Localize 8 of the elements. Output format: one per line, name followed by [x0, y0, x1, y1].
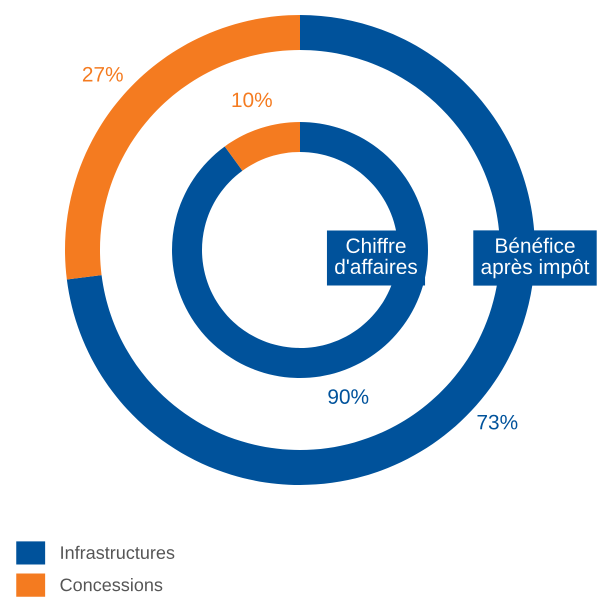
data-label: 90%	[328, 389, 368, 404]
data-label: 10%	[232, 92, 272, 108]
slice-label: Bénéfice après impôt	[481, 237, 590, 278]
legend-label: Concessions	[60, 578, 162, 592]
slice-label: Chiffre d'affaires	[335, 238, 418, 274]
data-label: 27%	[82, 66, 123, 82]
legend-label: Infrastructures	[61, 546, 174, 560]
data-label: 73%	[478, 414, 518, 430]
